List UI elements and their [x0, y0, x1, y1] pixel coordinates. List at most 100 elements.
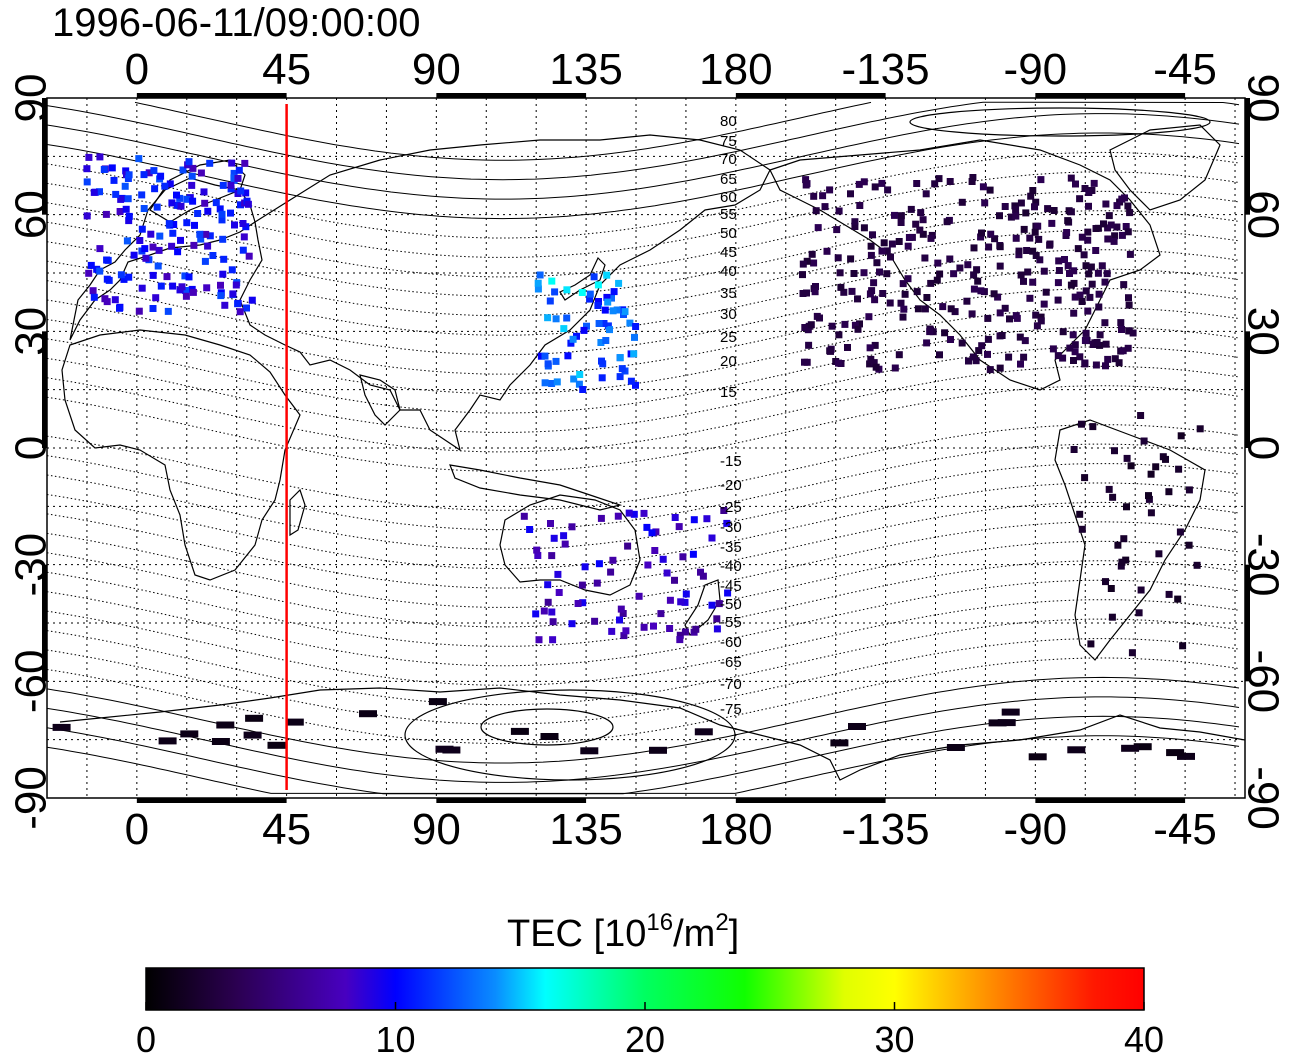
tec-cell: [569, 335, 577, 343]
tec-cell: [610, 288, 618, 296]
tec-cell: [239, 220, 247, 227]
tec-cell: [802, 176, 810, 184]
tec-cell: [551, 288, 559, 296]
tec-cell: [607, 568, 615, 576]
tec-cell: [1007, 213, 1015, 221]
tec-cell: [170, 221, 178, 228]
tec-cell: [901, 290, 909, 298]
tec-cell: [1185, 486, 1193, 494]
tec-cell: [1082, 287, 1090, 295]
tec-cell: [867, 251, 875, 259]
tec-cell: [188, 181, 196, 189]
tec-cell: [1070, 309, 1078, 317]
tec-cell: [626, 319, 634, 327]
tec-cell: [643, 523, 651, 531]
tec-cell: [870, 279, 878, 287]
tec-cell: [178, 283, 186, 291]
tec-cell: [285, 718, 304, 726]
tec-cell: [970, 244, 978, 252]
tec-cell: [1145, 495, 1153, 503]
tec-cell: [1105, 212, 1113, 220]
tec-cell: [1082, 329, 1090, 337]
tec-cell: [204, 207, 212, 215]
tec-cell: [677, 598, 685, 606]
tec-cell: [121, 182, 129, 190]
coastline-australia: [499, 494, 641, 596]
tec-cell: [871, 296, 879, 304]
tec-cell: [138, 191, 146, 199]
top-tick-label: 180: [699, 45, 772, 94]
tec-cell: [681, 628, 689, 636]
tec-cell: [1001, 304, 1009, 312]
tec-cell: [219, 270, 227, 278]
tec-cell: [913, 180, 921, 187]
tec-cell: [699, 572, 707, 580]
tec-cell: [887, 253, 894, 261]
tec-cell: [561, 540, 569, 548]
tec-cell: [1082, 262, 1090, 270]
tec-cell: [549, 618, 557, 626]
tec-cell: [111, 296, 119, 304]
tec-cell: [1094, 269, 1102, 277]
tec-cell: [666, 625, 674, 632]
tec-cell: [1067, 746, 1086, 754]
tec-cell: [823, 247, 831, 255]
tec-cell: [990, 290, 998, 298]
tec-cell: [1125, 301, 1133, 309]
south-pole-contour-inner: [480, 708, 614, 746]
tec-cell: [1020, 277, 1027, 285]
tec-cell: [149, 243, 157, 251]
tec-cell: [1137, 586, 1145, 594]
tec-cell: [1133, 743, 1152, 751]
tec-cell: [715, 600, 723, 608]
tec-cell: [619, 610, 627, 617]
tec-cell: [986, 186, 994, 194]
tec-cell: [201, 199, 209, 207]
tec-cell: [1031, 228, 1039, 236]
tec-cell: [970, 271, 978, 279]
tec-cell: [939, 303, 947, 311]
tec-data-points: [52, 153, 1204, 761]
tec-cell: [1078, 420, 1085, 428]
tec-cell: [1124, 202, 1132, 210]
tec-cell: [899, 280, 907, 288]
tec-cell: [676, 636, 684, 644]
tec-cell: [112, 190, 120, 198]
tec-cell: [217, 292, 225, 300]
tec-cell: [1147, 509, 1155, 517]
tec-cell: [203, 284, 211, 292]
contour-label: -75: [720, 701, 742, 718]
tec-cell: [1066, 270, 1073, 277]
tec-cell: [868, 287, 876, 295]
tec-cell: [1179, 642, 1187, 650]
contour-label: 45: [720, 244, 737, 261]
tec-cell: [1185, 541, 1193, 549]
tec-cell: [1104, 235, 1112, 243]
tec-cell: [897, 299, 905, 307]
tec-cell: [89, 287, 97, 295]
tec-cell: [564, 352, 572, 360]
tec-cell: [1023, 247, 1031, 254]
tec-cell: [1055, 257, 1063, 265]
tec-cell: [854, 325, 862, 333]
tec-cell: [833, 226, 841, 234]
tec-cell: [1078, 233, 1086, 241]
contour-label: 65: [720, 171, 737, 188]
tec-cell: [142, 254, 150, 262]
tec-cell: [241, 159, 249, 167]
tec-cell: [616, 354, 624, 362]
colorbar-tick-label: 10: [375, 1019, 415, 1057]
tec-cell: [1196, 425, 1204, 433]
tec-cell: [947, 336, 954, 343]
tec-cell: [1113, 202, 1121, 210]
tec-cell: [921, 305, 929, 313]
tec-cell: [600, 320, 608, 327]
tec-cell: [608, 294, 615, 302]
tec-cell: [835, 331, 843, 339]
tec-cell: [985, 243, 993, 251]
tec-cell: [591, 617, 599, 625]
tec-cell: [847, 255, 855, 263]
tec-cell: [116, 208, 124, 215]
tec-cell: [229, 290, 237, 298]
